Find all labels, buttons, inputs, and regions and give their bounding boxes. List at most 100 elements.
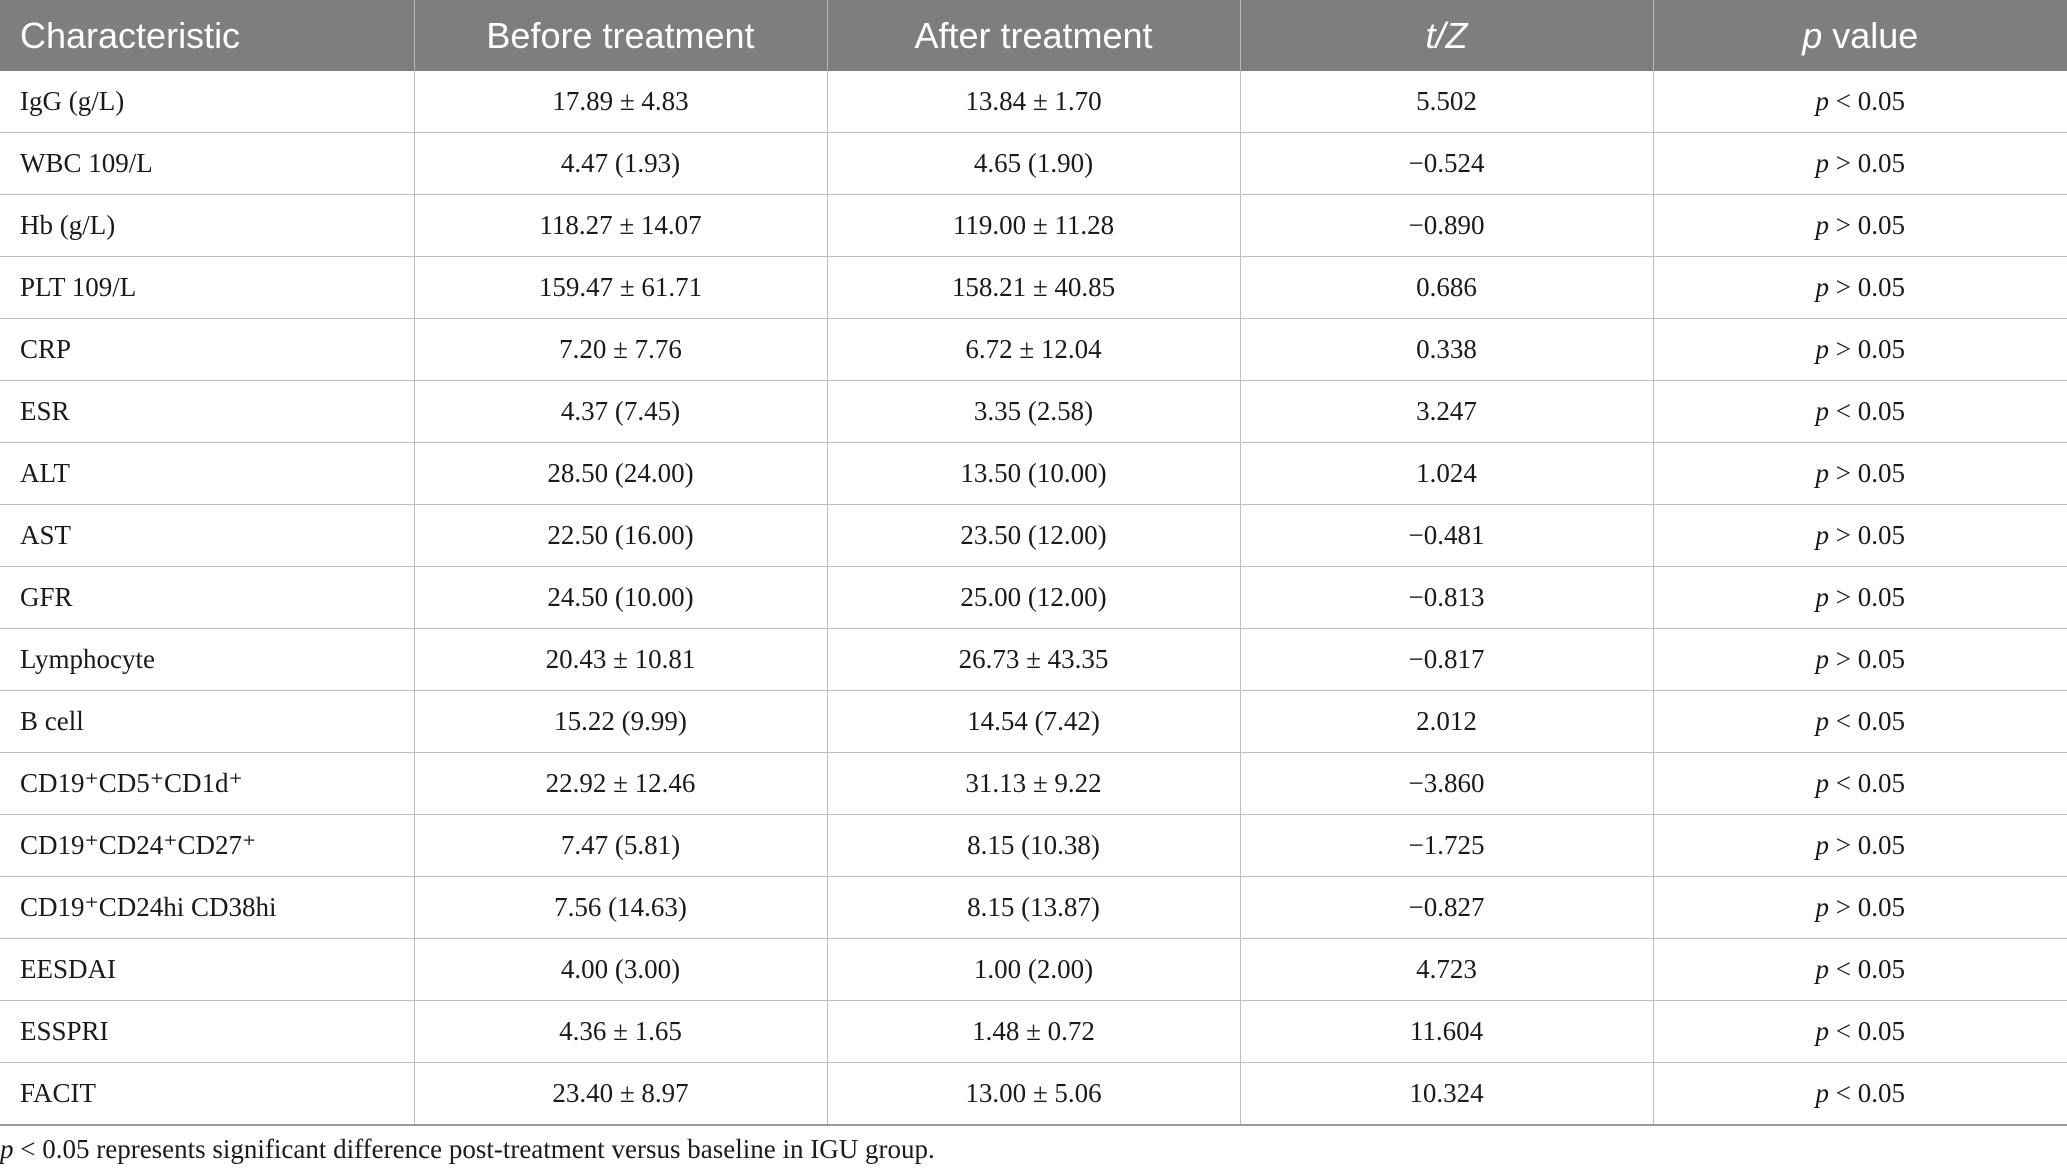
table-row: Lymphocyte 20.43 ± 10.81 26.73 ± 43.35 −0.8…: [0, 628, 2067, 691]
cell-t-z: 11.604: [1239, 1000, 1653, 1063]
cell-p-value: p < 0.05: [1652, 1062, 2067, 1126]
table-row: B cell 15.22 (9.99) 14.54 (7.42) 2.012 p < 0…: [0, 690, 2067, 753]
cell-before-treatment: 4.37 (7.45): [413, 380, 827, 443]
p-comparison: > 0.05: [1829, 582, 1905, 612]
cell-after-treatment: 3.35 (2.58): [826, 380, 1240, 443]
table-row: CD19⁺CD24⁺CD27⁺ 7.47 (5.81) 8.15 (10.38) −1…: [0, 814, 2067, 877]
cell-after-treatment: 13.84 ± 1.70: [826, 71, 1240, 133]
header-after-treatment: After treatment: [826, 0, 1240, 71]
cell-after-treatment: 158.21 ± 40.85: [826, 256, 1240, 319]
cell-p-value: p < 0.05: [1652, 380, 2067, 443]
cell-characteristic: IgG (g/L): [0, 71, 414, 133]
cell-characteristic: EESDAI: [0, 938, 414, 1001]
cell-before-treatment: 20.43 ± 10.81: [413, 628, 827, 691]
cell-p-value: p < 0.05: [1652, 71, 2067, 133]
cell-after-treatment: 8.15 (10.38): [826, 814, 1240, 877]
p-comparison: > 0.05: [1829, 892, 1905, 922]
cell-characteristic: ALT: [0, 442, 414, 505]
table-row: Hb (g/L) 118.27 ± 14.07 119.00 ± 11.28 −0.8…: [0, 194, 2067, 257]
p-symbol: p: [1815, 334, 1830, 364]
header-t-z: t/Z: [1239, 0, 1653, 71]
p-symbol: p: [1815, 644, 1830, 674]
p-symbol: p: [1815, 396, 1830, 426]
cell-before-treatment: 7.20 ± 7.76: [413, 318, 827, 381]
p-symbol: p: [1815, 148, 1830, 178]
p-symbol: p: [1815, 892, 1830, 922]
cell-t-z: −0.817: [1239, 628, 1653, 691]
cell-characteristic: CD19⁺CD5⁺CD1d⁺: [0, 752, 414, 815]
p-comparison: > 0.05: [1829, 458, 1905, 488]
cell-after-treatment: 26.73 ± 43.35: [826, 628, 1240, 691]
p-comparison: < 0.05: [1829, 954, 1905, 984]
cell-before-treatment: 4.00 (3.00): [413, 938, 827, 1001]
cell-characteristic: CD19⁺CD24⁺CD27⁺: [0, 814, 414, 877]
cell-p-value: p > 0.05: [1652, 628, 2067, 691]
p-symbol: p: [1815, 830, 1830, 860]
header-row: Characteristic Before treatment After tr…: [0, 0, 2067, 71]
cell-characteristic: AST: [0, 504, 414, 567]
cell-before-treatment: 7.47 (5.81): [413, 814, 827, 877]
cell-before-treatment: 4.36 ± 1.65: [413, 1000, 827, 1063]
cell-before-treatment: 118.27 ± 14.07: [413, 194, 827, 257]
footnote-p-symbol: p: [0, 1134, 14, 1164]
cell-p-value: p > 0.05: [1652, 318, 2067, 381]
cell-t-z: −3.860: [1239, 752, 1653, 815]
p-symbol: p: [1815, 458, 1830, 488]
cell-after-treatment: 13.00 ± 5.06: [826, 1062, 1240, 1126]
p-symbol: p: [1815, 768, 1830, 798]
cell-t-z: 10.324: [1239, 1062, 1653, 1126]
table-row: WBC 109/L 4.47 (1.93) 4.65 (1.90) −0.524 p >…: [0, 132, 2067, 195]
cell-before-treatment: 22.92 ± 12.46: [413, 752, 827, 815]
cell-p-value: p > 0.05: [1652, 814, 2067, 877]
cell-p-value: p > 0.05: [1652, 132, 2067, 195]
p-comparison: < 0.05: [1829, 1016, 1905, 1046]
cell-after-treatment: 6.72 ± 12.04: [826, 318, 1240, 381]
cell-after-treatment: 4.65 (1.90): [826, 132, 1240, 195]
cell-characteristic: ESR: [0, 380, 414, 443]
footnote-text: < 0.05 represents significant difference…: [13, 1134, 935, 1164]
cell-after-treatment: 1.00 (2.00): [826, 938, 1240, 1001]
p-comparison: > 0.05: [1829, 272, 1905, 302]
table-row: FACIT 23.40 ± 8.97 13.00 ± 5.06 10.324 p < 0…: [0, 1062, 2067, 1126]
cell-after-treatment: 14.54 (7.42): [826, 690, 1240, 753]
cell-characteristic: FACIT: [0, 1062, 414, 1126]
table-body: IgG (g/L) 17.89 ± 4.83 13.84 ± 1.70 5.502 p …: [0, 71, 2067, 1126]
cell-before-treatment: 23.40 ± 8.97: [413, 1062, 827, 1126]
cell-characteristic: WBC 109/L: [0, 132, 414, 195]
cell-after-treatment: 25.00 (12.00): [826, 566, 1240, 629]
cell-t-z: −0.524: [1239, 132, 1653, 195]
cell-before-treatment: 22.50 (16.00): [413, 504, 827, 567]
p-comparison: > 0.05: [1829, 148, 1905, 178]
p-comparison: < 0.05: [1829, 396, 1905, 426]
header-before-treatment: Before treatment: [413, 0, 827, 71]
cell-after-treatment: 8.15 (13.87): [826, 876, 1240, 939]
table-row: GFR 24.50 (10.00) 25.00 (12.00) −0.813 p > 0…: [0, 566, 2067, 629]
cell-t-z: 4.723: [1239, 938, 1653, 1001]
cell-p-value: p < 0.05: [1652, 1000, 2067, 1063]
p-symbol: p: [1815, 1078, 1830, 1108]
cell-after-treatment: 119.00 ± 11.28: [826, 194, 1240, 257]
cell-p-value: p > 0.05: [1652, 566, 2067, 629]
cell-before-treatment: 159.47 ± 61.71: [413, 256, 827, 319]
cell-after-treatment: 31.13 ± 9.22: [826, 752, 1240, 815]
cell-t-z: 1.024: [1239, 442, 1653, 505]
p-comparison: > 0.05: [1829, 210, 1905, 240]
header-p-symbol: p: [1802, 14, 1823, 56]
p-symbol: p: [1815, 520, 1830, 550]
cell-t-z: 3.247: [1239, 380, 1653, 443]
cell-p-value: p > 0.05: [1652, 876, 2067, 939]
table-row: ALT 28.50 (24.00) 13.50 (10.00) 1.024 p > 0.…: [0, 442, 2067, 505]
cell-before-treatment: 28.50 (24.00): [413, 442, 827, 505]
cell-t-z: −0.890: [1239, 194, 1653, 257]
cell-t-z: −0.813: [1239, 566, 1653, 629]
cell-t-z: 0.686: [1239, 256, 1653, 319]
table-row: CRP 7.20 ± 7.76 6.72 ± 12.04 0.338 p > 0.05: [0, 318, 2067, 381]
header-characteristic: Characteristic: [0, 0, 414, 71]
cell-after-treatment: 13.50 (10.00): [826, 442, 1240, 505]
p-symbol: p: [1815, 706, 1830, 736]
p-symbol: p: [1815, 272, 1830, 302]
p-comparison: < 0.05: [1829, 1078, 1905, 1108]
p-symbol: p: [1815, 210, 1830, 240]
table-row: ESR 4.37 (7.45) 3.35 (2.58) 3.247 p < 0.05: [0, 380, 2067, 443]
p-comparison: > 0.05: [1829, 644, 1905, 674]
